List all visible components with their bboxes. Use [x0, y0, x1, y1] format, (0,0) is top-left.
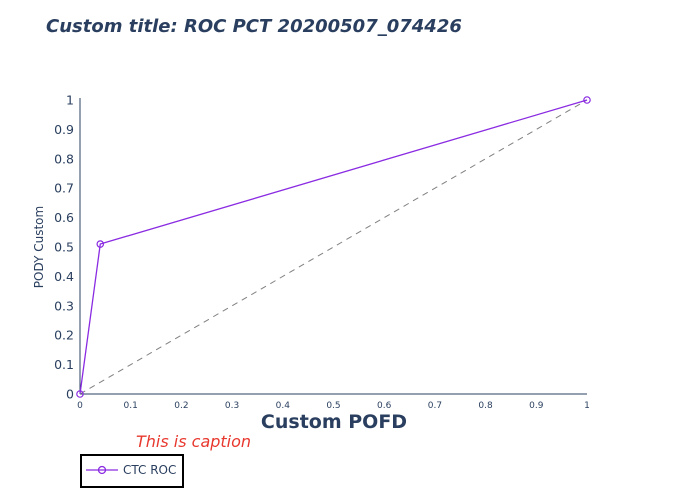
- y-tick-label: 0.7: [54, 181, 74, 196]
- x-tick-label: 0.2: [174, 401, 188, 411]
- y-tick-label: 0.2: [54, 328, 74, 343]
- y-tick-label: 0.6: [54, 210, 74, 225]
- y-tick-label: 0.8: [54, 151, 74, 166]
- x-tick-label: 0.3: [225, 401, 239, 411]
- legend-entry-label: CTC ROC: [123, 463, 176, 477]
- y-tick-label: 0.3: [54, 298, 74, 313]
- x-tick-label: 0.4: [276, 401, 291, 411]
- x-tick-label: 0.9: [529, 401, 544, 411]
- y-tick-label: 0: [66, 387, 74, 402]
- chart-caption: This is caption: [136, 432, 251, 451]
- x-tick-labels: 0 0.1 0.2 0.3 0.4 0.5 0.6 0.7 0.8 0.9 1: [77, 401, 590, 411]
- y-tick-label: 0.9: [54, 122, 74, 137]
- roc-series-line: [79, 99, 588, 395]
- y-tick-label: 0.1: [54, 357, 74, 372]
- y-tick-label: 1: [66, 93, 74, 108]
- y-tick-label: 0.4: [54, 269, 74, 284]
- legend[interactable]: CTC ROC: [80, 454, 184, 488]
- x-tick-label: 1: [584, 401, 590, 411]
- axes: [79, 98, 587, 395]
- roc-series-points: [76, 96, 591, 398]
- roc-data-point: [96, 240, 105, 248]
- legend-marker-icon: [97, 465, 107, 475]
- diagonal-reference-line: [79, 99, 588, 395]
- chart-title: Custom title: ROC PCT 20200507_074426: [46, 16, 462, 37]
- y-tick-label: 0.5: [54, 240, 74, 255]
- x-tick-label: 0.5: [326, 401, 340, 411]
- x-tick-label: 0: [77, 401, 83, 411]
- x-tick-label: 0.6: [377, 401, 392, 411]
- x-tick-label: 0.1: [124, 401, 138, 411]
- y-axis-label: PODY Custom: [32, 206, 46, 288]
- x-tick-label: 0.7: [428, 401, 442, 411]
- x-tick-label: 0.8: [478, 401, 493, 411]
- legend-box: [80, 454, 184, 488]
- y-tick-labels: 0 0.1 0.2 0.3 0.4 0.5 0.6 0.7 0.8 0.9 1: [54, 93, 74, 402]
- roc-data-point: [76, 390, 84, 398]
- roc-data-point: [583, 96, 591, 104]
- x-axis-label: Custom POFD: [261, 411, 407, 433]
